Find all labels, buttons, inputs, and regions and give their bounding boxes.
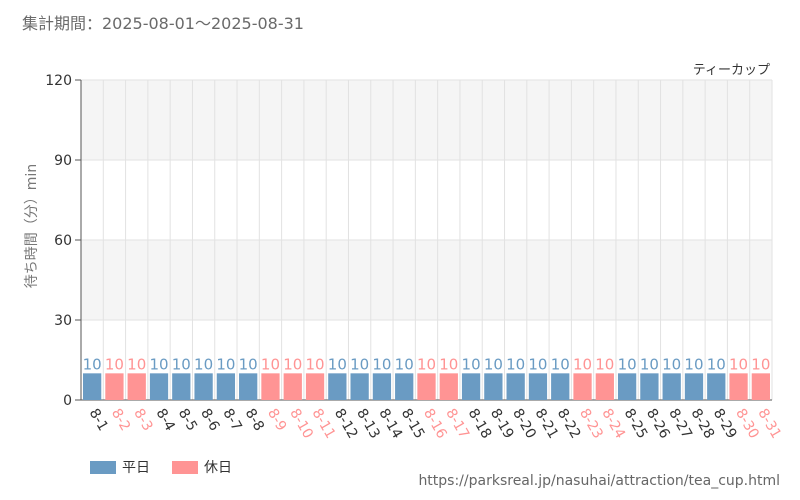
x-tick-label: 8-2 [108, 406, 133, 434]
bar-value-label: 10 [350, 355, 369, 373]
bar-8-14 [372, 373, 392, 400]
bar-value-label: 10 [640, 355, 659, 373]
legend-label-holiday: 休日 [204, 460, 232, 476]
chart-title: ティーカップ [692, 63, 770, 78]
bar-value-label: 10 [216, 355, 235, 373]
y-tick-label: 30 [54, 313, 72, 329]
bar-8-30 [729, 373, 748, 400]
bar-8-23 [573, 373, 592, 400]
bar-8-12 [328, 373, 347, 400]
bar-value-label: 10 [417, 355, 436, 373]
bar-value-label: 10 [618, 355, 637, 373]
y-tick-label: 90 [54, 153, 72, 169]
bar-value-label: 10 [751, 355, 770, 373]
bar-8-31 [751, 373, 770, 400]
bar-value-label: 10 [506, 355, 525, 373]
legend-label-weekday: 平日 [122, 460, 150, 476]
bar-8-17 [439, 373, 458, 400]
bar-8-7 [216, 373, 236, 400]
bar-8-9 [261, 373, 280, 400]
bar-8-13 [350, 373, 369, 400]
bar-8-4 [149, 373, 169, 400]
bar-8-25 [617, 373, 637, 400]
x-tick-label: 8-6 [197, 406, 222, 434]
x-tick-label: 8-9 [264, 406, 289, 434]
legend-item-weekday: 平日 [90, 457, 150, 477]
bar-8-6 [194, 373, 213, 400]
bar-value-label: 10 [595, 355, 614, 373]
bar-8-16 [417, 373, 436, 400]
bar-value-label: 10 [462, 355, 481, 373]
bar-8-20 [506, 373, 525, 400]
bar-value-label: 10 [105, 355, 124, 373]
bar-value-label: 10 [328, 355, 347, 373]
bar-value-label: 10 [528, 355, 547, 373]
y-tick-label: 60 [54, 233, 72, 249]
bar-value-label: 10 [127, 355, 146, 373]
legend-item-holiday: 休日 [172, 457, 232, 477]
bar-value-label: 10 [484, 355, 503, 373]
bar-8-22 [551, 373, 570, 400]
bar-value-label: 10 [306, 355, 325, 373]
x-tick-label: 8-4 [153, 406, 178, 434]
x-tick-label: 8-8 [242, 406, 267, 434]
bar-value-label: 10 [684, 355, 703, 373]
bar-8-26 [640, 373, 659, 400]
bar-8-21 [528, 373, 548, 400]
period-label: 集計期間：2025-08-01～2025-08-31 [22, 14, 304, 33]
bar-value-label: 10 [149, 355, 168, 373]
bar-8-5 [172, 373, 191, 400]
legend-swatch-weekday [90, 460, 116, 474]
bar-value-label: 10 [707, 355, 726, 373]
bar-8-11 [305, 373, 325, 400]
bar-value-label: 10 [194, 355, 213, 373]
bar-8-29 [707, 373, 726, 400]
bar-value-label: 10 [372, 355, 391, 373]
source-url: https://parksreal.jp/nasuhai/attraction/… [418, 473, 780, 489]
bar-value-label: 10 [573, 355, 592, 373]
bar-value-label: 10 [395, 355, 414, 373]
bar-8-8 [239, 373, 258, 400]
bar-value-label: 10 [239, 355, 258, 373]
bar-8-1 [83, 373, 102, 400]
bar-8-10 [283, 373, 302, 400]
bar-value-label: 10 [729, 355, 748, 373]
bar-8-28 [684, 373, 704, 400]
bar-value-label: 10 [261, 355, 280, 373]
plot-band [81, 240, 772, 320]
x-tick-label: 8-1 [86, 406, 111, 434]
bar-8-19 [484, 373, 503, 400]
bar-value-label: 10 [439, 355, 458, 373]
bar-value-label: 10 [662, 355, 681, 373]
bar-8-3 [127, 373, 146, 400]
bar-value-label: 10 [83, 355, 102, 373]
legend-swatch-holiday [172, 460, 198, 474]
bar-8-15 [395, 373, 414, 400]
x-tick-label: 8-7 [219, 406, 244, 434]
y-tick-label: 0 [63, 393, 72, 409]
bar-value-label: 10 [283, 355, 302, 373]
x-tick-label: 8-5 [175, 406, 200, 434]
bar-value-label: 10 [172, 355, 191, 373]
x-tick-label: 8-3 [130, 406, 155, 434]
bar-8-2 [105, 373, 124, 400]
legend: 平日 休日 [90, 457, 254, 477]
bar-8-24 [595, 373, 614, 400]
bar-8-18 [461, 373, 481, 400]
y-tick-label: 120 [45, 73, 72, 89]
bar-value-label: 10 [551, 355, 570, 373]
plot-band [81, 80, 772, 160]
x-tick-label: 8-31 [754, 406, 784, 442]
bar-8-27 [662, 373, 681, 400]
